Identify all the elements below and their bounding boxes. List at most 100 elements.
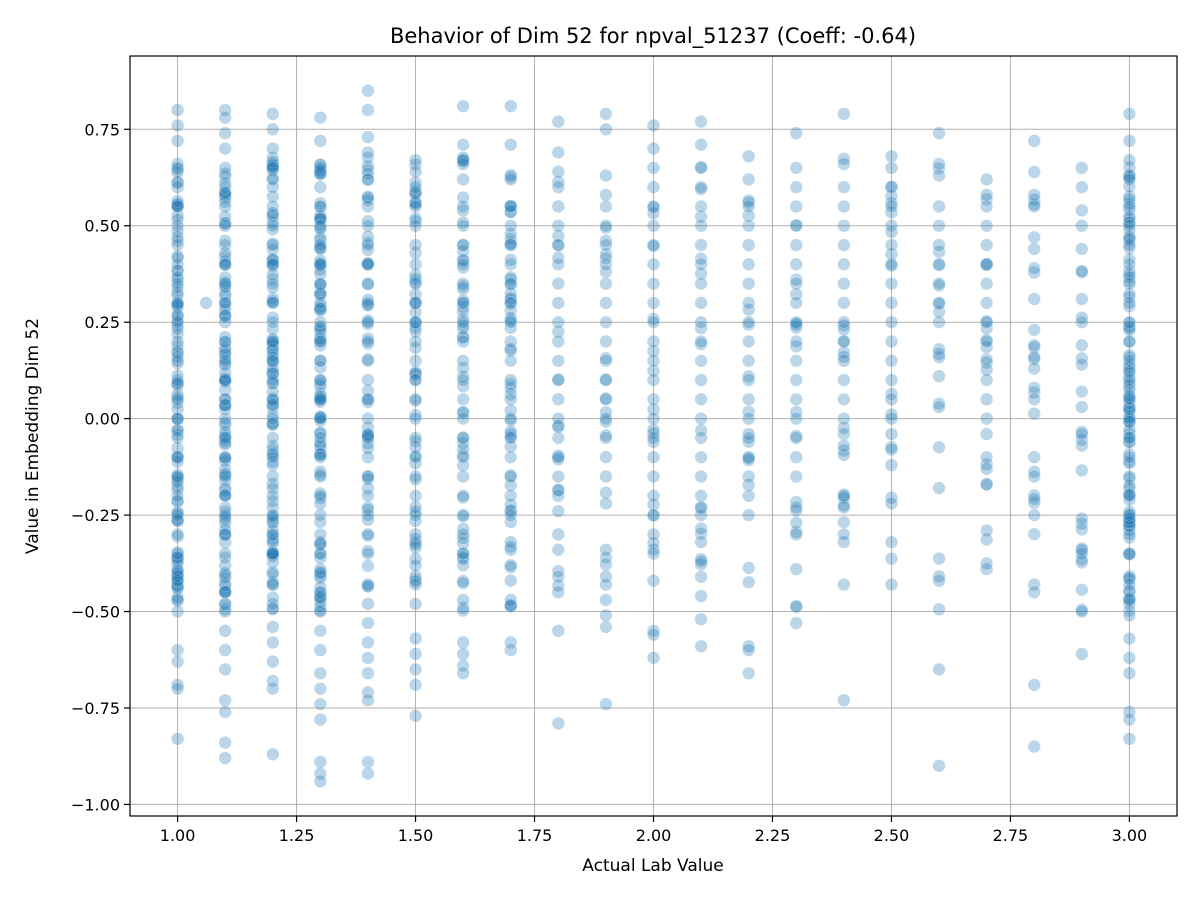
scatter-point (218, 585, 232, 599)
scatter-point (199, 296, 213, 310)
scatter-point (170, 552, 185, 566)
scatter-point (1122, 172, 1137, 187)
scatter-point (694, 257, 708, 271)
scatter-point (361, 173, 375, 187)
scatter-point (599, 372, 613, 387)
scatter-point (599, 219, 613, 233)
scatter-point (646, 354, 661, 368)
scatter-point (980, 188, 994, 202)
scatter-point (313, 315, 327, 329)
scatter-point (599, 315, 613, 329)
scatter-point (694, 315, 708, 329)
scatter-point (313, 180, 327, 194)
scatter-point (694, 500, 708, 514)
scatter-point (266, 163, 280, 177)
scatter-point (313, 392, 327, 406)
scatter-point (313, 392, 327, 406)
scatter-point (170, 199, 185, 214)
scatter-point (551, 469, 565, 484)
scatter-point (694, 589, 708, 603)
scatter-point (456, 509, 470, 523)
scatter-point (789, 317, 803, 331)
scatter-point (551, 624, 565, 638)
scatter-point (313, 387, 327, 401)
scatter-point (266, 412, 280, 426)
scatter-point (789, 277, 803, 291)
scatter-point (266, 272, 280, 286)
scatter-point (1075, 427, 1089, 441)
scatter-point (742, 334, 756, 349)
scatter-point (456, 154, 470, 168)
scatter-point (932, 277, 946, 291)
scatter-point (742, 318, 756, 332)
scatter-point (170, 378, 185, 393)
scatter-point (1027, 465, 1041, 479)
scatter-point (408, 277, 423, 291)
scatter-point (456, 296, 470, 310)
scatter-point (551, 354, 565, 368)
scatter-point (170, 450, 185, 464)
scatter-point (266, 190, 280, 204)
scatter-point (789, 315, 803, 329)
scatter-point (837, 535, 851, 549)
scatter-point (170, 273, 185, 287)
scatter-point (884, 238, 899, 252)
scatter-point (1027, 338, 1041, 352)
scatter-point (551, 452, 565, 466)
scatter-point (1122, 233, 1137, 247)
scatter-point (266, 455, 280, 469)
scatter-point (408, 354, 423, 368)
scatter-point (266, 547, 280, 561)
scatter-point (551, 450, 565, 464)
scatter-point (456, 658, 470, 673)
scatter-point (266, 180, 280, 194)
scatter-point (266, 254, 280, 268)
scatter-point (980, 333, 994, 347)
scatter-point (361, 579, 375, 593)
scatter-point (1122, 364, 1137, 378)
scatter-point (837, 315, 851, 329)
scatter-point (1027, 265, 1041, 280)
scatter-point (884, 189, 899, 203)
scatter-point (599, 392, 613, 406)
scatter-point (932, 238, 946, 252)
scatter-point (266, 157, 280, 172)
scatter-point (456, 593, 470, 607)
scatter-point (218, 246, 232, 260)
scatter-point (1122, 160, 1137, 174)
scatter-point (408, 538, 423, 552)
scatter-point (266, 259, 280, 273)
scatter-point (313, 580, 327, 594)
scatter-point (504, 412, 518, 426)
scatter-point (1122, 211, 1137, 225)
scatter-point (646, 257, 661, 271)
scatter-point (313, 666, 327, 680)
scatter-point (599, 107, 613, 121)
scatter-point (313, 332, 327, 346)
scatter-point (170, 280, 185, 294)
scatter-point (408, 268, 423, 282)
scatter-point (646, 536, 661, 550)
scatter-point (884, 247, 899, 261)
scatter-point (266, 253, 280, 267)
scatter-point (218, 335, 232, 349)
scatter-point (1122, 404, 1137, 419)
scatter-point (266, 546, 280, 561)
scatter-point (456, 293, 470, 308)
scatter-point (1027, 199, 1041, 214)
scatter-point (266, 322, 280, 336)
scatter-point (456, 442, 470, 456)
scatter-point (1122, 350, 1137, 364)
scatter-point (551, 420, 565, 434)
scatter-point (170, 264, 185, 278)
scatter-point (218, 195, 232, 209)
scatter-point (408, 508, 423, 522)
scatter-point (170, 506, 185, 520)
scatter-point (408, 295, 423, 309)
x-tick-label: 2.00 (636, 826, 672, 845)
scatter-point (646, 334, 661, 349)
scatter-point (884, 277, 899, 291)
scatter-point (837, 489, 851, 503)
scatter-point (361, 163, 375, 177)
scatter-point (266, 238, 280, 252)
